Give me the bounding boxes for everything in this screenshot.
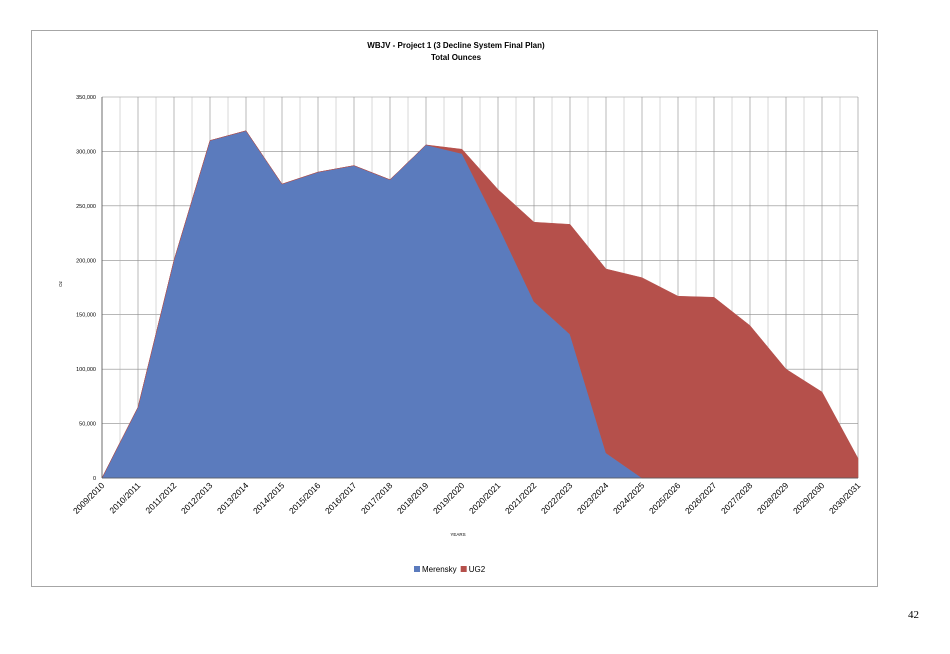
y-tick-label: 300,000 (76, 149, 96, 155)
y-tick-label: 350,000 (76, 95, 96, 101)
y-axis-label: Oz (58, 280, 63, 287)
areas (101, 130, 859, 479)
area-ug2 (101, 130, 859, 479)
legend-label: Merensky (422, 565, 457, 574)
y-tick-label: 50,000 (79, 422, 96, 428)
legend-label: UG2 (469, 565, 486, 574)
x-axis-label: YEARS (450, 532, 465, 537)
x-tick-label: 2027/2028 (719, 480, 755, 516)
x-tick-label: 2024/2025 (611, 480, 647, 516)
legend-swatch (414, 566, 420, 572)
y-tick-label: 0 (93, 476, 96, 482)
x-tick-label: 2023/2024 (575, 480, 611, 516)
x-tick-label: 2009/2010 (71, 480, 107, 516)
x-tick-label: 2010/2011 (107, 480, 142, 515)
area-chart: WBJV - Project 1 (3 Decline System Final… (58, 41, 863, 574)
x-tick-label: 2020/2021 (467, 480, 503, 516)
x-tick-label: 2030/2031 (827, 480, 863, 516)
y-tick-label: 250,000 (76, 204, 96, 210)
y-tick-label: 150,000 (76, 313, 96, 319)
chart-subtitle: Total Ounces (431, 53, 482, 62)
x-tick-label: 2026/2027 (683, 480, 719, 516)
x-tick-label: 2015/2016 (287, 480, 323, 516)
page-number: 42 (908, 609, 919, 621)
x-tick-label: 2019/2020 (431, 480, 467, 516)
x-tick-label: 2029/2030 (791, 480, 827, 516)
x-tick-label: 2012/2013 (179, 480, 215, 516)
chart-frame: WBJV - Project 1 (3 Decline System Final… (31, 30, 878, 587)
x-tick-label: 2017/2018 (359, 480, 395, 516)
y-tick-label: 100,000 (76, 367, 96, 373)
x-tick-label: 2011/2012 (143, 480, 178, 515)
x-tick-label: 2016/2017 (323, 480, 359, 516)
legend-swatch (460, 566, 467, 572)
x-tick-label: 2021/2022 (503, 480, 539, 516)
legend: Merensky UG2 (414, 565, 486, 574)
chart-title: WBJV - Project 1 (3 Decline System Final… (367, 41, 545, 50)
x-tick-label: 2028/2029 (755, 480, 791, 516)
x-tick-label: 2025/2026 (647, 480, 683, 516)
x-tick-label: 2018/2019 (395, 480, 431, 516)
x-tick-label: 2022/2023 (539, 480, 575, 516)
y-tick-label: 200,000 (76, 258, 96, 264)
x-tick-label: 2013/2014 (215, 480, 251, 516)
x-tick-label: 2014/2015 (251, 480, 287, 516)
